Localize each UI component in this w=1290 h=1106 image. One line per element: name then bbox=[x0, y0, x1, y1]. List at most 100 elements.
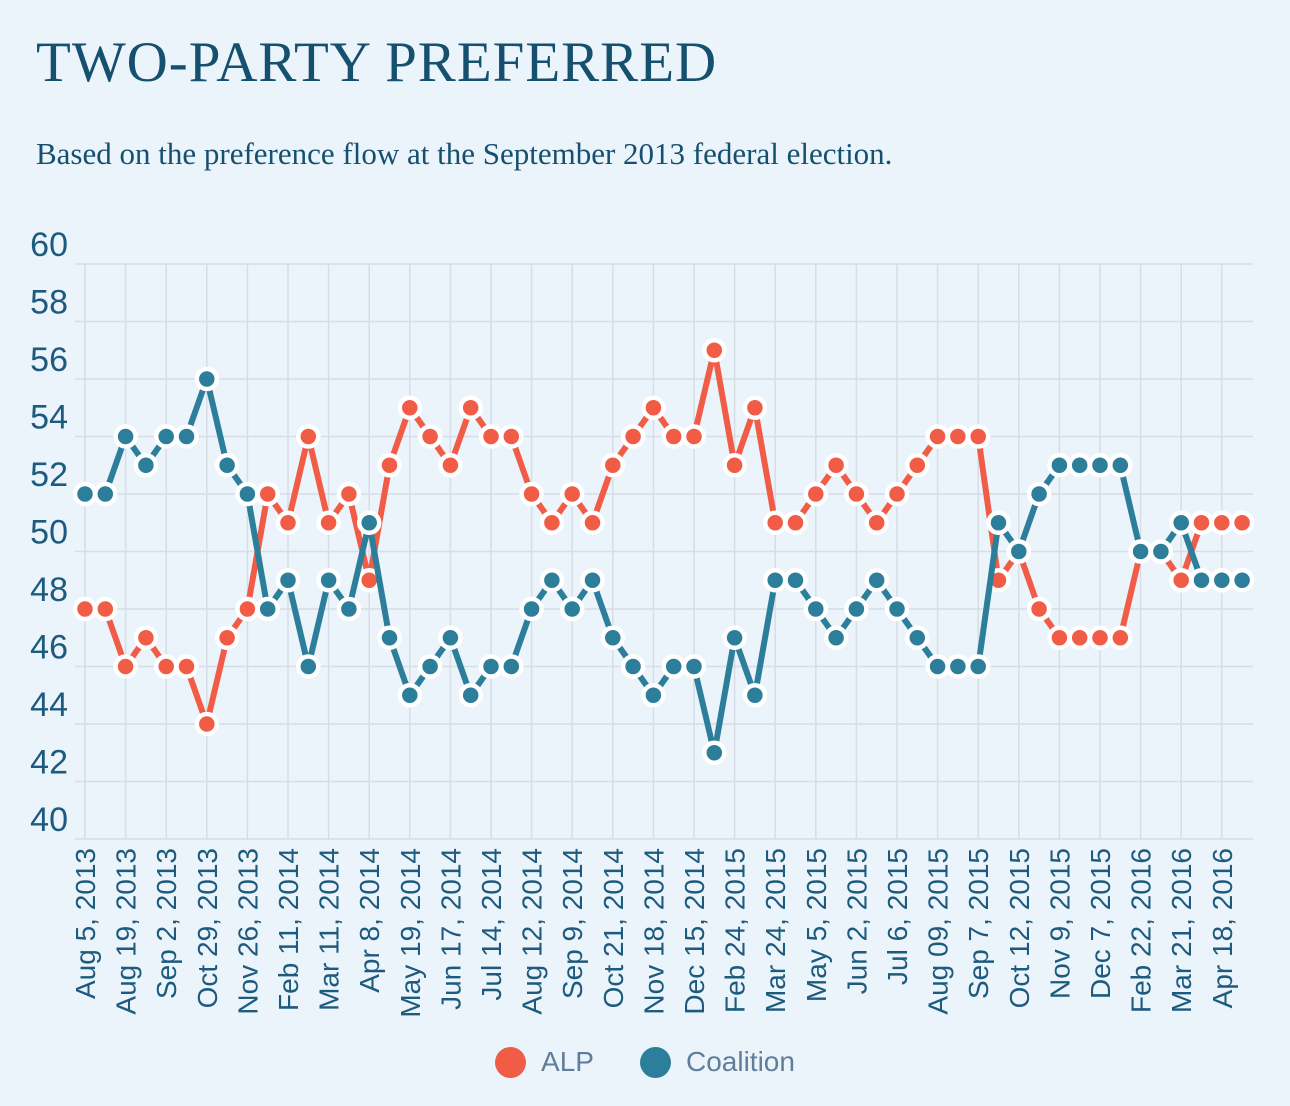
series-coalition-point[interactable] bbox=[539, 568, 565, 593]
series-alp-point[interactable] bbox=[316, 510, 341, 535]
series-alp-point[interactable] bbox=[1209, 510, 1235, 535]
series-coalition-point[interactable] bbox=[1168, 510, 1194, 535]
series-alp-point[interactable] bbox=[194, 711, 220, 737]
series-coalition-point[interactable] bbox=[153, 424, 179, 449]
series-coalition-point[interactable] bbox=[1128, 539, 1153, 564]
series-alp-point[interactable] bbox=[1026, 596, 1052, 622]
series-alp-point[interactable] bbox=[762, 510, 788, 535]
series-alp-point[interactable] bbox=[1229, 510, 1255, 535]
series-coalition-point[interactable] bbox=[296, 654, 321, 679]
series-coalition-point[interactable] bbox=[438, 625, 463, 650]
series-coalition-point[interactable] bbox=[417, 654, 443, 679]
series-coalition-point[interactable] bbox=[214, 453, 240, 478]
series-alp-point[interactable] bbox=[823, 453, 849, 478]
series-coalition-point[interactable] bbox=[783, 568, 808, 593]
series-alp-point[interactable] bbox=[803, 481, 829, 507]
series-coalition-point[interactable] bbox=[93, 481, 118, 507]
series-coalition-point[interactable] bbox=[377, 625, 402, 650]
series-alp-point[interactable] bbox=[214, 625, 240, 650]
series-coalition-point[interactable] bbox=[580, 568, 605, 593]
series-alp-point[interactable] bbox=[519, 481, 544, 507]
series-alp-point[interactable] bbox=[1067, 625, 1092, 650]
series-coalition-point[interactable] bbox=[336, 596, 362, 622]
series-coalition-point[interactable] bbox=[864, 568, 889, 593]
series-alp-point[interactable] bbox=[1168, 568, 1194, 593]
series-alp-point[interactable] bbox=[783, 510, 808, 535]
series-coalition-point[interactable] bbox=[1229, 568, 1255, 593]
series-coalition-point[interactable] bbox=[499, 654, 524, 679]
series-alp-point[interactable] bbox=[1189, 510, 1214, 535]
series-coalition-point[interactable] bbox=[762, 568, 788, 593]
series-alp-point[interactable] bbox=[72, 596, 98, 622]
series-coalition-point[interactable] bbox=[1087, 453, 1113, 478]
series-coalition-point[interactable] bbox=[884, 596, 910, 622]
series-coalition-point[interactable] bbox=[275, 568, 301, 593]
series-alp-point[interactable] bbox=[600, 453, 626, 478]
series-coalition-point[interactable] bbox=[458, 683, 483, 708]
series-alp-point[interactable] bbox=[1108, 625, 1133, 650]
series-alp-point[interactable] bbox=[742, 395, 768, 420]
series-coalition-point[interactable] bbox=[641, 683, 666, 708]
series-coalition-point[interactable] bbox=[925, 654, 950, 679]
series-coalition-point[interactable] bbox=[1067, 453, 1092, 478]
series-coalition-point[interactable] bbox=[945, 654, 971, 679]
series-alp-point[interactable] bbox=[641, 395, 666, 420]
series-coalition-point[interactable] bbox=[559, 596, 585, 622]
series-alp-point[interactable] bbox=[559, 481, 585, 507]
series-alp-point[interactable] bbox=[1087, 625, 1113, 650]
series-coalition-point[interactable] bbox=[661, 654, 686, 679]
series-coalition-point[interactable] bbox=[620, 654, 646, 679]
series-alp-point[interactable] bbox=[336, 481, 362, 507]
series-coalition-point[interactable] bbox=[235, 481, 260, 507]
series-coalition-point[interactable] bbox=[316, 568, 341, 593]
series-coalition-point[interactable] bbox=[519, 596, 544, 622]
series-coalition-point[interactable] bbox=[1108, 453, 1133, 478]
series-alp-point[interactable] bbox=[296, 424, 321, 449]
series-alp-point[interactable] bbox=[438, 453, 463, 478]
series-alp-point[interactable] bbox=[255, 481, 280, 507]
series-coalition-point[interactable] bbox=[174, 424, 199, 449]
series-coalition-point[interactable] bbox=[356, 510, 382, 535]
series-coalition-point[interactable] bbox=[397, 683, 423, 708]
series-coalition-point[interactable] bbox=[133, 453, 159, 478]
series-coalition-point[interactable] bbox=[478, 654, 504, 679]
series-alp-point[interactable] bbox=[417, 424, 443, 449]
series-coalition-point[interactable] bbox=[72, 481, 98, 507]
series-coalition-point[interactable] bbox=[965, 654, 991, 679]
series-coalition-point[interactable] bbox=[600, 625, 626, 650]
series-alp-point[interactable] bbox=[661, 424, 686, 449]
legend-item-coalition[interactable]: Coalition bbox=[639, 1046, 795, 1078]
series-alp-point[interactable] bbox=[377, 453, 402, 478]
series-coalition-point[interactable] bbox=[986, 510, 1011, 535]
series-alp-points[interactable] bbox=[72, 338, 1255, 737]
series-coalition-point[interactable] bbox=[255, 596, 280, 622]
series-coalition-point[interactable] bbox=[803, 596, 829, 622]
series-coalition-point[interactable] bbox=[1148, 539, 1174, 564]
series-alp-point[interactable] bbox=[864, 510, 889, 535]
series-alp-point[interactable] bbox=[844, 481, 869, 507]
series-coalition-point[interactable] bbox=[1189, 568, 1214, 593]
series-alp-point[interactable] bbox=[702, 338, 727, 363]
series-coalition-point[interactable] bbox=[844, 596, 869, 622]
series-alp-point[interactable] bbox=[275, 510, 301, 535]
series-alp-point[interactable] bbox=[499, 424, 524, 449]
series-alp-point[interactable] bbox=[905, 453, 930, 478]
series-coalition-point[interactable] bbox=[1026, 481, 1052, 507]
series-coalition-point[interactable] bbox=[113, 424, 138, 449]
series-coalition-point[interactable] bbox=[823, 625, 849, 650]
series-coalition-point[interactable] bbox=[681, 654, 707, 679]
series-alp-point[interactable] bbox=[397, 395, 423, 420]
series-alp-point[interactable] bbox=[884, 481, 910, 507]
series-coalition-point[interactable] bbox=[702, 740, 727, 765]
series-coalition-point[interactable] bbox=[742, 683, 768, 708]
series-alp-point[interactable] bbox=[113, 654, 138, 679]
series-coalition-points[interactable] bbox=[72, 366, 1255, 765]
series-alp-point[interactable] bbox=[458, 395, 483, 420]
series-alp-point[interactable] bbox=[133, 625, 159, 650]
series-coalition-point[interactable] bbox=[1047, 453, 1072, 478]
series-alp-point[interactable] bbox=[153, 654, 179, 679]
series-alp-point[interactable] bbox=[945, 424, 971, 449]
legend-item-alp[interactable]: ALP bbox=[495, 1046, 594, 1078]
series-alp-point[interactable] bbox=[681, 424, 707, 449]
